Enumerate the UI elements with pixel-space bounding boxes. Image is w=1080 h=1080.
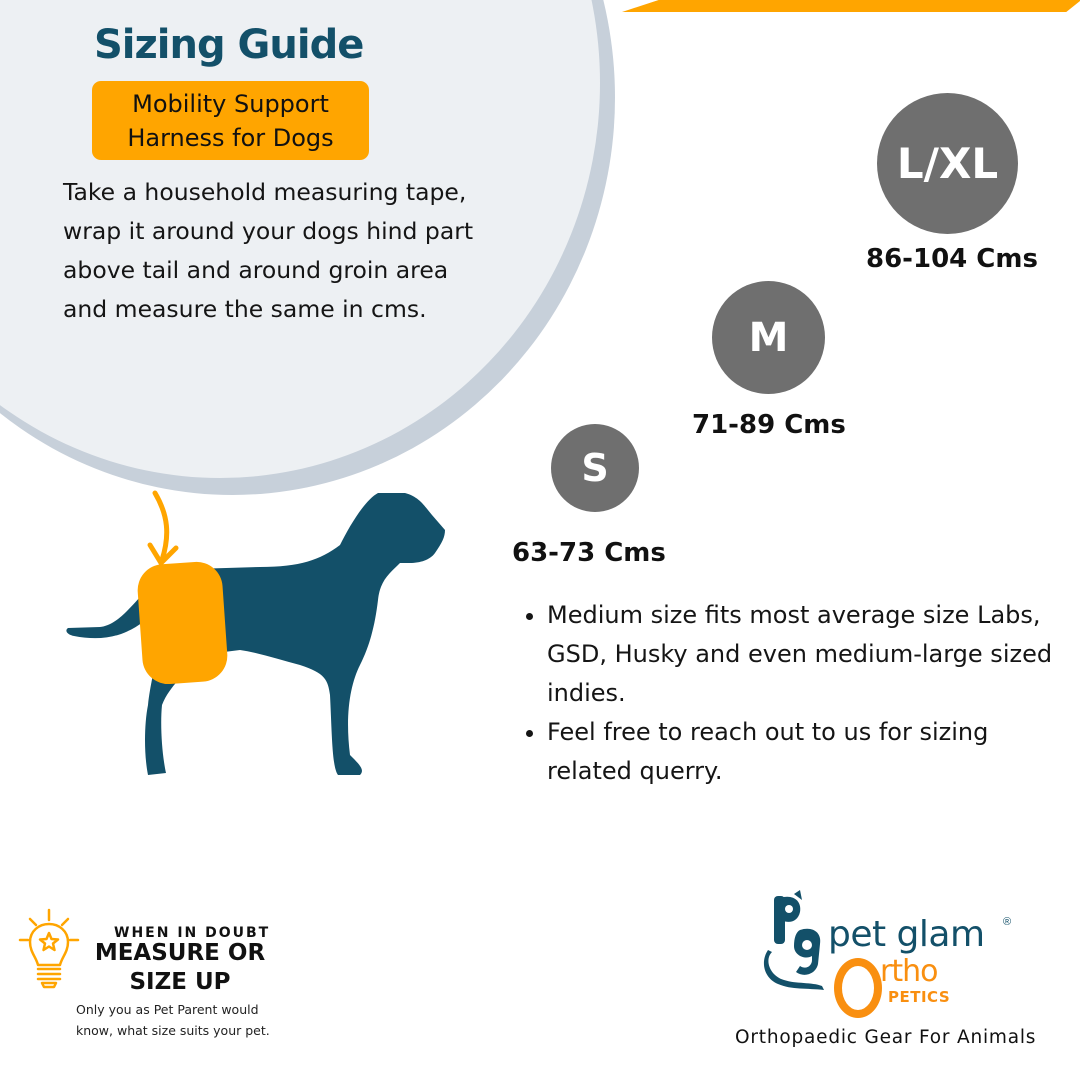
product-badge: Mobility Support Harness for Dogs <box>92 81 369 160</box>
brand-logo: pet glam ® rtho PETICS <box>760 890 1060 1060</box>
instruction-line: and measure the same in cms. <box>63 295 427 323</box>
tip-note-line2: know, what size suits your pet. <box>76 1023 270 1038</box>
tip-note: Only you as Pet Parent would know, what … <box>76 999 316 1041</box>
measuring-instructions: Take a household measuring tape, wrap it… <box>63 173 533 329</box>
dog-illustration <box>60 485 460 785</box>
size-circle-s: S <box>551 424 639 512</box>
size-label-m: M <box>748 314 789 361</box>
brand-sub-rtho: rtho <box>880 954 938 989</box>
tip-headline: MEASURE OR SIZE UP <box>80 939 280 997</box>
brand-tagline: Orthopaedic Gear For Animals <box>735 1027 1037 1048</box>
sizing-note: Medium size fits most average size Labs,… <box>547 596 1067 713</box>
tip-headline-line1: MEASURE OR <box>94 940 266 966</box>
size-range-m: 71-89 Cms <box>692 410 846 440</box>
sizing-note: Feel free to reach out to us for sizing … <box>547 713 1067 791</box>
size-circle-lxl: L/XL <box>877 93 1018 234</box>
size-circle-m: M <box>712 281 825 394</box>
instruction-line: Take a household measuring tape, <box>63 178 467 206</box>
ortho-o-mark <box>834 958 882 1018</box>
sizing-notes-list: Medium size fits most average size Labs,… <box>520 596 1067 791</box>
tip-block: WHEN IN DOUBT MEASURE OR SIZE UP Only yo… <box>18 905 318 1045</box>
size-range-s: 63-73 Cms <box>512 538 666 568</box>
instruction-line: above tail and around groin area <box>63 256 449 284</box>
lightbulb-star-icon <box>18 908 80 989</box>
registered-mark: ® <box>1003 916 1012 928</box>
tip-note-line1: Only you as Pet Parent would <box>76 1002 259 1017</box>
size-label-s: S <box>581 446 609 490</box>
brand-name: pet glam <box>828 914 985 955</box>
tip-headline-line2: SIZE UP <box>129 969 231 995</box>
size-label-lxl: L/XL <box>896 139 999 188</box>
brand-sub-petics: PETICS <box>888 988 951 1006</box>
product-badge-line2: Harness for Dogs <box>127 123 334 152</box>
dog-silhouette-icon <box>66 490 445 775</box>
top-accent-bar <box>622 0 1080 12</box>
tip-kicker: WHEN IN DOUBT <box>114 925 271 941</box>
size-range-lxl: 86-104 Cms <box>866 244 1038 274</box>
instruction-line: wrap it around your dogs hind part <box>63 217 474 245</box>
product-badge-line1: Mobility Support <box>132 89 329 118</box>
pg-monogram-icon <box>763 890 824 990</box>
page-title: Sizing Guide <box>94 22 364 68</box>
